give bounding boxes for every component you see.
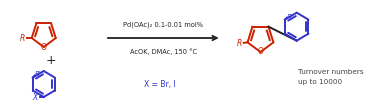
Text: Pd(OAc)₂ 0.1-0.01 mol%: Pd(OAc)₂ 0.1-0.01 mol%: [123, 22, 203, 28]
Text: R′: R′: [35, 72, 41, 77]
Text: Turnover numbers: Turnover numbers: [298, 69, 364, 75]
Text: R′: R′: [287, 14, 293, 20]
Text: X: X: [33, 93, 38, 102]
Text: up to 10000: up to 10000: [298, 79, 342, 85]
Text: +: +: [45, 54, 56, 66]
Text: O: O: [257, 47, 263, 56]
Text: X = Br, I: X = Br, I: [144, 80, 176, 89]
Text: R: R: [20, 33, 25, 43]
Text: R: R: [237, 39, 242, 48]
Text: AcOK, DMAc, 150 °C: AcOK, DMAc, 150 °C: [130, 48, 197, 55]
Text: O: O: [41, 43, 46, 52]
